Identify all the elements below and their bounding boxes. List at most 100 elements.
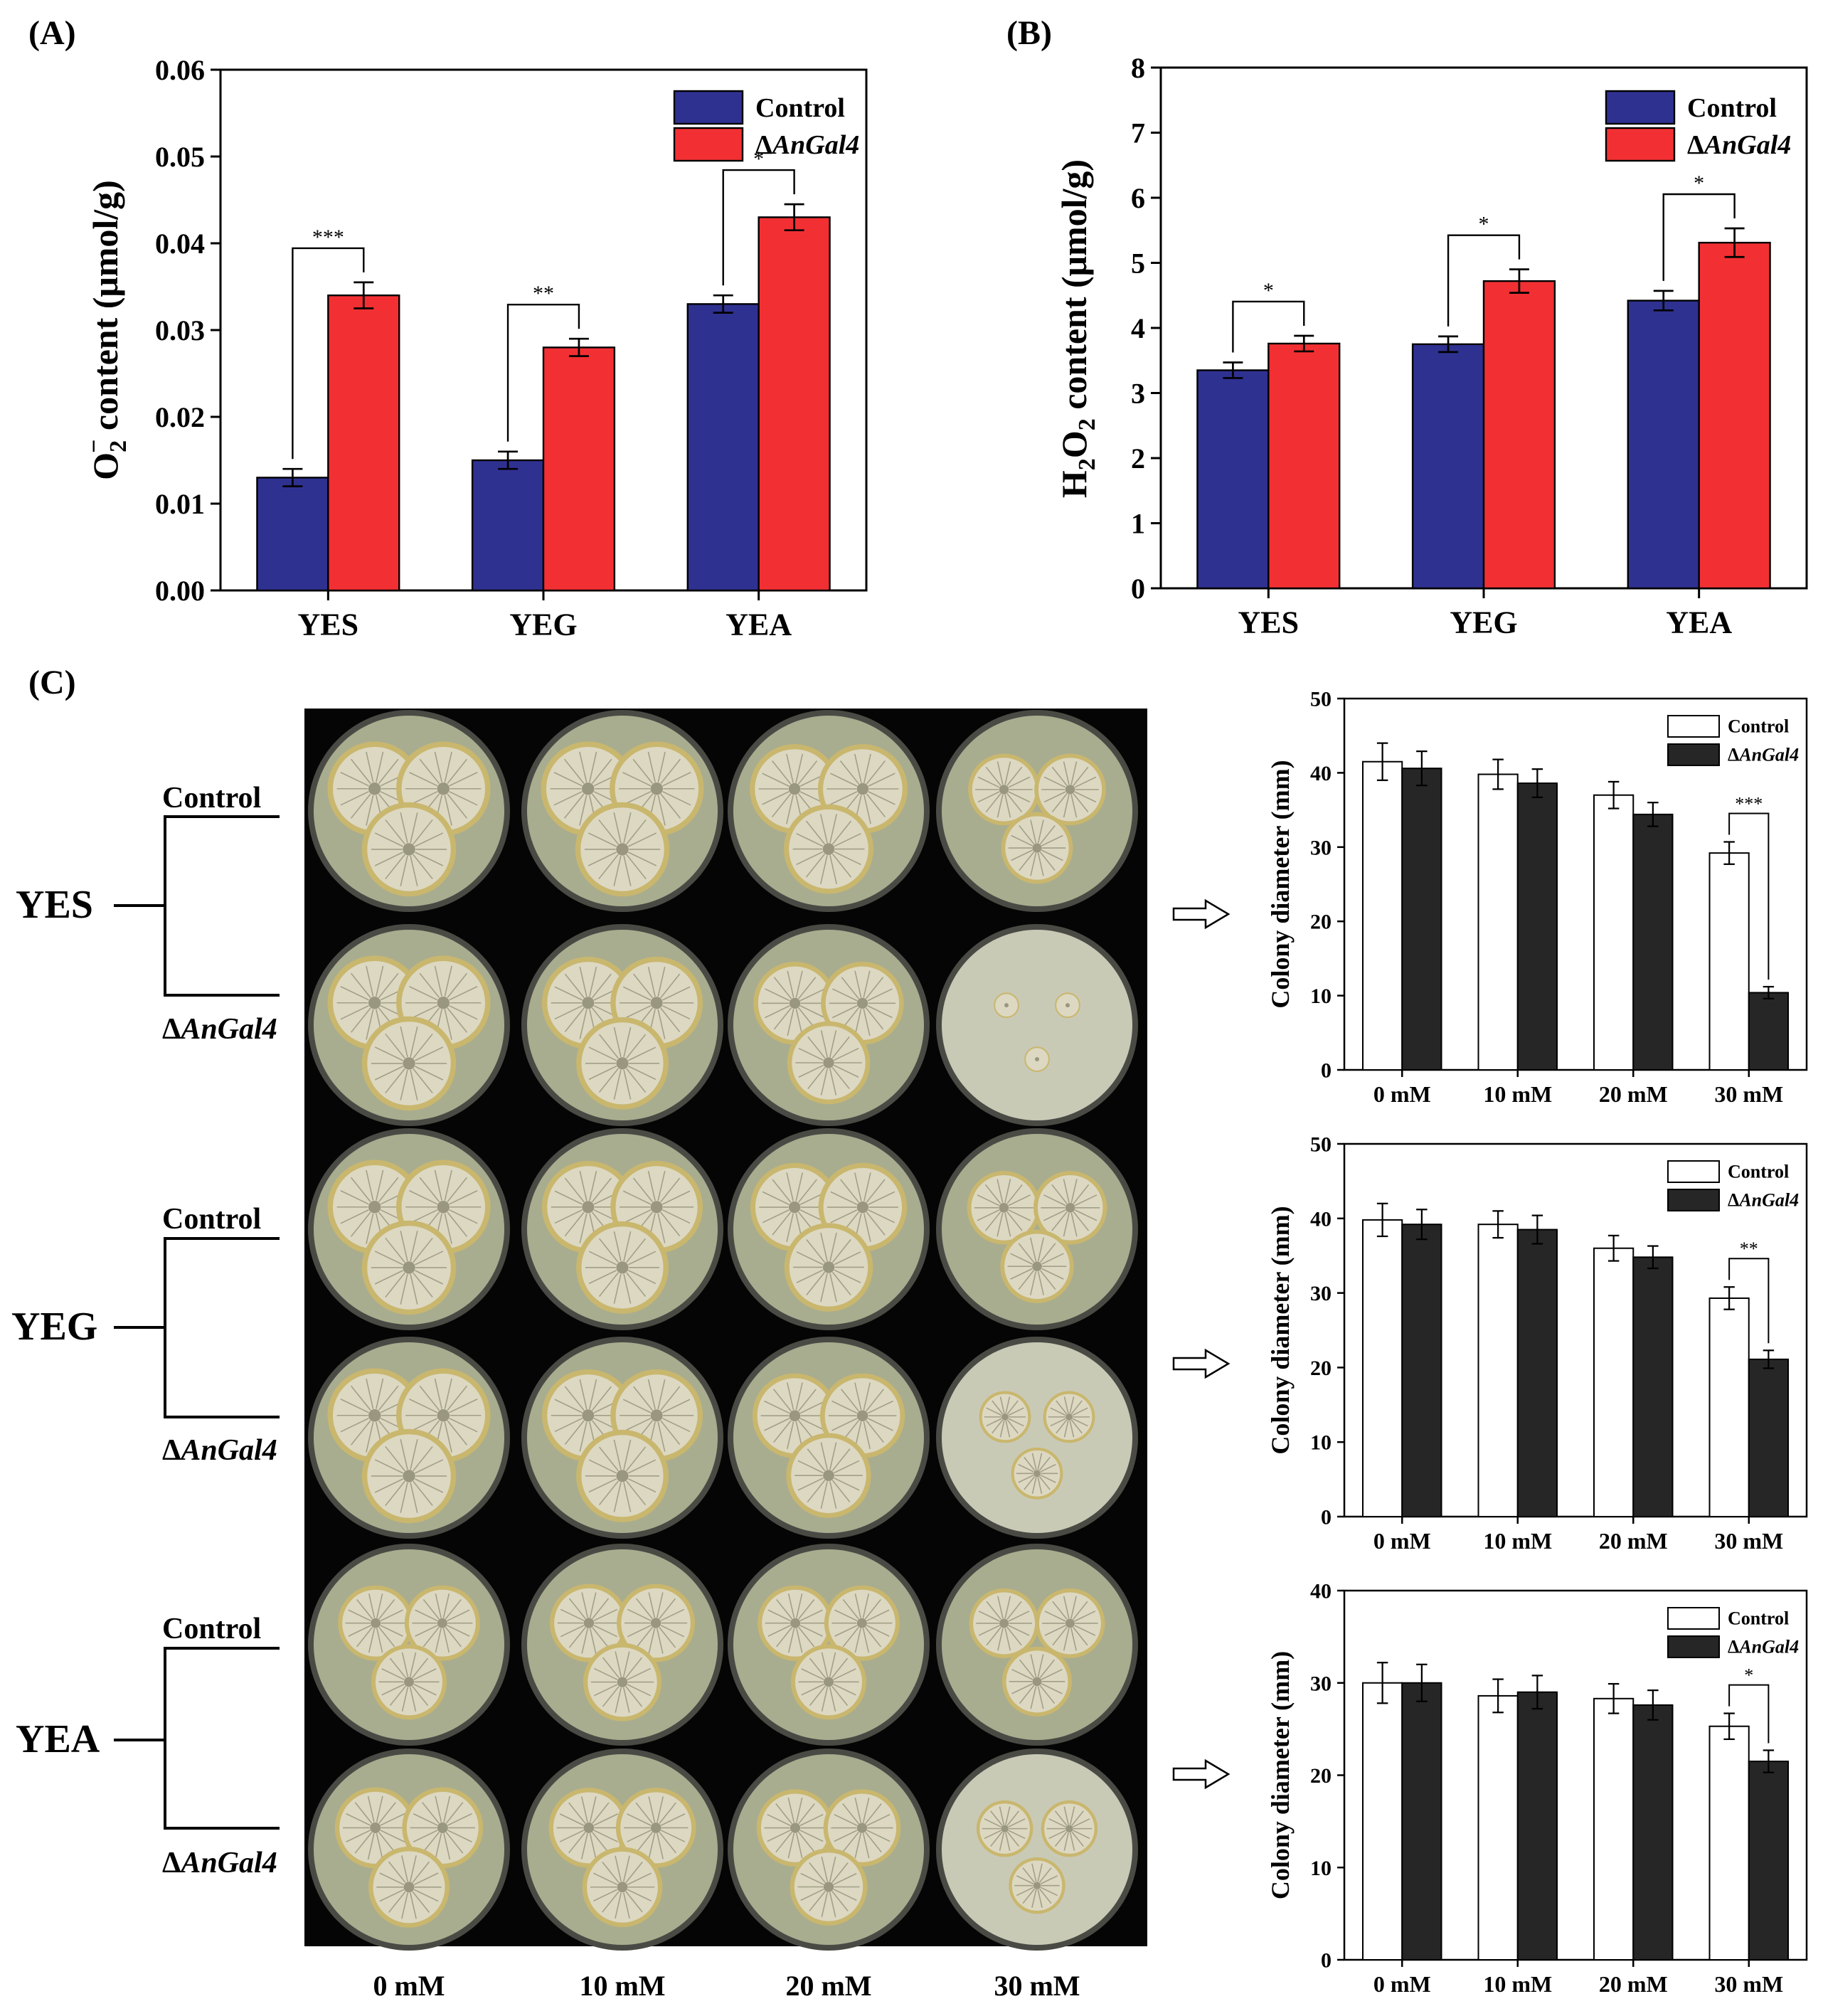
bar-mutant: [1401, 768, 1442, 1071]
colony-ridge: [593, 1830, 618, 1842]
colony-ridge: [657, 751, 666, 782]
colony-ridge: [833, 1668, 856, 1680]
colony-ridge: [1016, 1875, 1034, 1885]
colony-ridge: [400, 1439, 408, 1470]
colony-ridge: [554, 986, 583, 1001]
colony-ridge: [829, 1856, 836, 1882]
petri-plate: [728, 924, 930, 1126]
y-tick-label: 10: [1310, 985, 1332, 1008]
bar-control: [1477, 1224, 1519, 1517]
colony-ridge: [1056, 1400, 1068, 1415]
colony-ridge: [809, 1891, 826, 1912]
colony-ridge: [444, 1421, 452, 1453]
colony-ridge: [374, 852, 403, 866]
y-tick-label: 10: [1310, 1431, 1332, 1455]
colony-ridge: [1018, 1243, 1035, 1263]
colony-ridge: [1039, 1270, 1056, 1290]
colony-ridge: [1006, 1810, 1020, 1826]
legend-swatch-control: [673, 90, 744, 125]
colony-ridge: [592, 1872, 618, 1886]
colony-ridge: [1030, 1654, 1037, 1677]
colony-ridge: [840, 1179, 859, 1203]
colony-ridge: [1070, 1400, 1083, 1415]
colony-ridge: [1006, 1601, 1022, 1620]
colony-ridge: [1056, 1419, 1068, 1434]
colony-center: [616, 843, 629, 856]
colony-ridge: [1063, 794, 1070, 818]
significance-bracket: [1447, 234, 1521, 327]
colony-ridge: [346, 1830, 371, 1842]
colony-ridge: [410, 1855, 417, 1882]
colony-ridge: [659, 1802, 676, 1824]
plate-agar: [942, 1754, 1132, 1945]
colony-ridge: [1052, 1601, 1068, 1620]
colony-ridge: [379, 1872, 405, 1886]
colony-ridge: [368, 1593, 376, 1618]
colony-ridge: [447, 793, 468, 819]
colony-center: [1065, 1413, 1073, 1421]
colony-ridge: [865, 977, 884, 999]
colony-ridge: [412, 1861, 430, 1884]
colony-ridge: [627, 1251, 657, 1266]
colony-ridge: [831, 988, 858, 1002]
colony-ridge: [820, 1273, 828, 1303]
colony-ridge: [809, 1862, 826, 1883]
colony-ridge: [434, 965, 442, 997]
colony-ridge: [615, 1855, 622, 1882]
colony-ridge: [419, 1385, 440, 1411]
colony-ridge: [854, 1172, 862, 1201]
petri-plate: [728, 710, 930, 912]
colony-ridge: [366, 1009, 374, 1040]
colony-ridge: [657, 1009, 666, 1039]
colony-ridge: [591, 973, 612, 999]
panel-c: (C) 0 mM 10 mM 20 mM 30 mM YESControlΔAnGal…: [11, 664, 1808, 2002]
colony-center: [1065, 1618, 1075, 1628]
colony-ridge: [1037, 1889, 1043, 1908]
colony-center: [437, 1201, 450, 1214]
colony-ridge: [568, 1627, 586, 1648]
colony-ridge: [762, 791, 790, 805]
colony-ridge: [1005, 1806, 1011, 1825]
colony-ridge: [807, 1066, 826, 1090]
colony-ridge: [588, 852, 617, 866]
colony-ridge: [807, 1480, 826, 1503]
colony-ridge: [842, 1803, 859, 1825]
colony-ridge: [997, 1628, 1004, 1651]
colony-ridge: [657, 795, 666, 826]
colony-ridge: [613, 1026, 622, 1058]
colony-ridge: [622, 1651, 630, 1677]
colony-ridge: [376, 1795, 383, 1823]
colony-ridge: [633, 973, 654, 999]
colony-ridge: [613, 1273, 622, 1304]
colony-ridge: [984, 1211, 1001, 1231]
colony-ridge: [1051, 1211, 1068, 1231]
petri-plate: [936, 1544, 1138, 1746]
colony-ridge: [866, 1830, 891, 1842]
colony-ridge: [1051, 766, 1068, 786]
colony-ridge: [862, 1797, 870, 1823]
colony-ridge: [659, 1832, 676, 1854]
colony-ridge: [410, 1482, 418, 1513]
colony-center: [437, 1409, 450, 1422]
colony-center: [824, 1677, 834, 1687]
bar-control: [256, 477, 329, 592]
colony-ridge: [340, 791, 369, 806]
colony-ridge: [829, 814, 838, 844]
colony-ridge: [1071, 1810, 1084, 1826]
colony-ridge: [820, 1232, 828, 1262]
y-tick-label: 0: [1321, 1949, 1332, 1973]
colony-ridge: [625, 1686, 643, 1707]
colony-ridge: [400, 1482, 408, 1513]
colony-ridge: [588, 1066, 617, 1081]
colony-ridge: [662, 1399, 691, 1413]
colony-ridge: [831, 820, 852, 845]
colony-ridge: [622, 771, 652, 787]
y-tick-label: 50: [1310, 688, 1332, 711]
colony-ridge: [1063, 1832, 1069, 1851]
colony-ridge: [999, 1806, 1005, 1825]
colony-ridge: [598, 1068, 619, 1093]
panel-a-label: (A): [28, 14, 76, 52]
y-tick-label: 2: [1131, 442, 1145, 474]
chart-c3: 0 10 20 30 40 0 mM 10 mM 20 mM 30 mM * Control ΔAnG…: [1266, 1580, 1808, 1997]
colony-ridge: [776, 1627, 793, 1648]
